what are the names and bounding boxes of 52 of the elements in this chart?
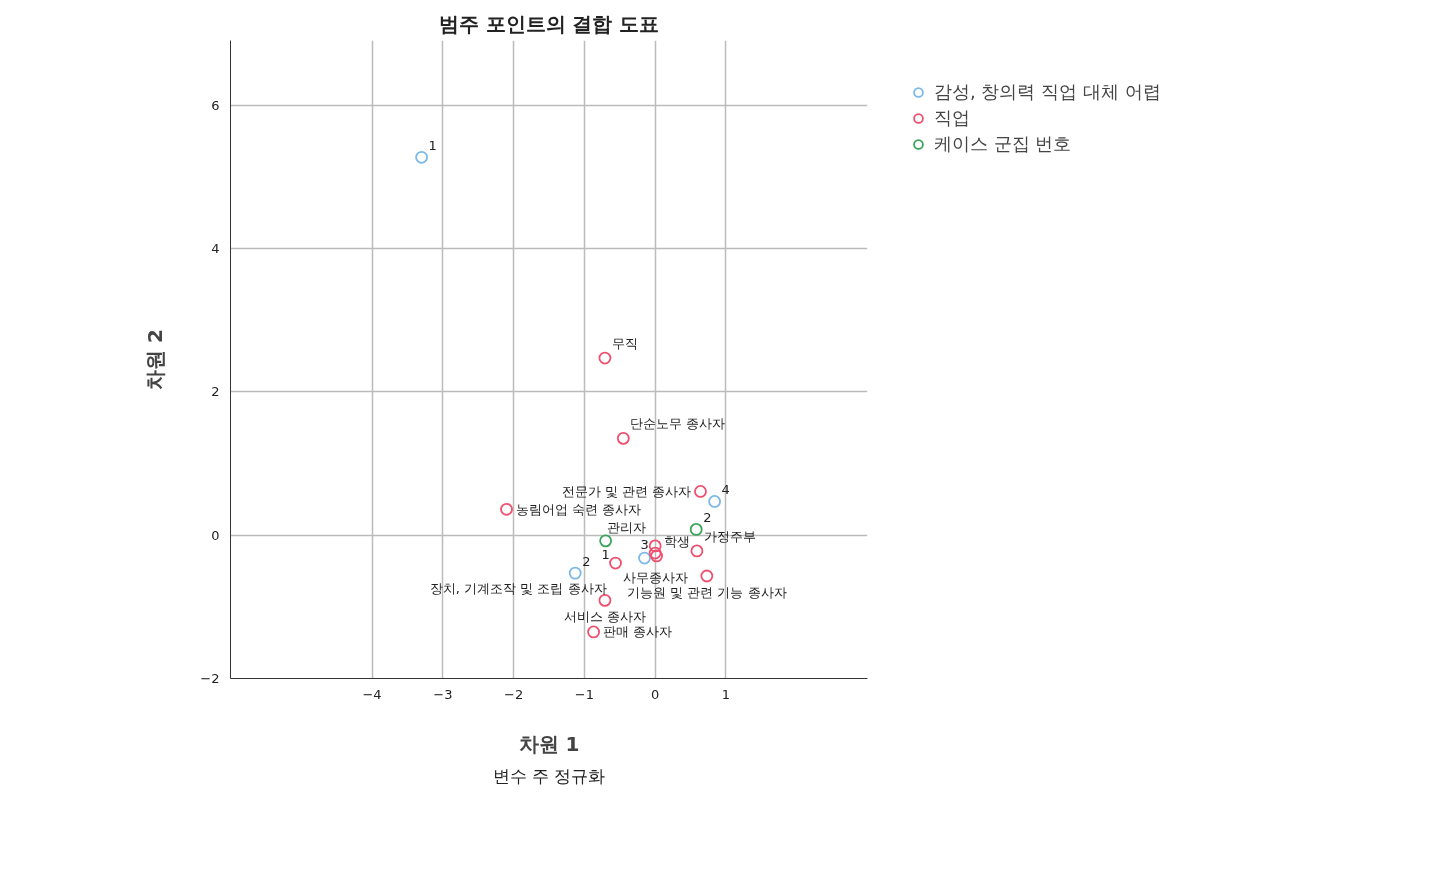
point bbox=[648, 539, 662, 553]
annotation: 2 bbox=[703, 510, 712, 526]
point bbox=[500, 502, 513, 516]
annotation: 전문가 및 관련 종사자 bbox=[562, 483, 692, 499]
annotation: 관리자 bbox=[607, 520, 647, 536]
annotation: 4 bbox=[721, 482, 730, 498]
annotation: 농림어업 숙련 종사자 bbox=[515, 501, 641, 517]
point bbox=[587, 625, 600, 639]
annotation: 1 bbox=[428, 138, 437, 154]
text: 변수 주 정규화 bbox=[492, 765, 606, 786]
point bbox=[609, 556, 622, 570]
x-tick-label: −3 bbox=[433, 686, 453, 702]
y-axis-title: 차원 2 bbox=[143, 329, 168, 390]
point bbox=[690, 544, 704, 558]
x-axis-title: 차원 1 bbox=[518, 731, 580, 756]
point bbox=[598, 593, 612, 607]
annotation: 기능원 및 관련 기능 종사자 bbox=[627, 584, 787, 600]
x-tick-label: −1 bbox=[574, 686, 594, 702]
legend-label: 감성, 창의력 직업 대체 어렵 bbox=[934, 80, 1161, 104]
y-tick-label: 6 bbox=[211, 97, 220, 113]
y-tick-label: 4 bbox=[211, 240, 220, 256]
x-tick-label: −2 bbox=[504, 686, 524, 702]
annotation: 장치, 기계조작 및 조립 종사자 bbox=[429, 581, 607, 597]
annotation: 1 bbox=[601, 546, 610, 562]
point bbox=[708, 495, 722, 508]
point bbox=[599, 534, 613, 548]
legend-label: 케이스 군집 번호 bbox=[934, 132, 1072, 156]
annotation: 3 bbox=[640, 537, 649, 553]
annotation: 2 bbox=[582, 554, 591, 570]
x-tick-label: 0 bbox=[651, 686, 660, 702]
annotation: 학생 bbox=[663, 533, 690, 549]
annotation: 사무종사자 bbox=[622, 569, 688, 585]
annotation: 서비스 종사자 bbox=[563, 609, 646, 625]
x-tick-label: 1 bbox=[721, 686, 731, 702]
annotation: 무직 bbox=[611, 336, 638, 352]
point bbox=[616, 431, 630, 445]
annotation: 판매 종사자 bbox=[602, 624, 672, 640]
point bbox=[689, 523, 703, 536]
y-tick-label: 0 bbox=[211, 527, 220, 543]
point bbox=[415, 150, 428, 164]
point bbox=[598, 351, 612, 365]
y-tick-label: −2 bbox=[200, 671, 220, 686]
x-tick-label: −4 bbox=[362, 686, 382, 702]
point bbox=[700, 569, 714, 583]
chart-title: 범주 포인트의 결합 도표 bbox=[438, 11, 660, 36]
point bbox=[638, 551, 651, 565]
annotation: 가정주부 bbox=[703, 528, 756, 544]
legend-label: 직업 bbox=[934, 106, 970, 130]
point bbox=[694, 485, 707, 498]
point bbox=[568, 566, 582, 580]
y-tick-label: 2 bbox=[211, 384, 220, 400]
annotation: 단순노무 종사자 bbox=[630, 416, 726, 432]
